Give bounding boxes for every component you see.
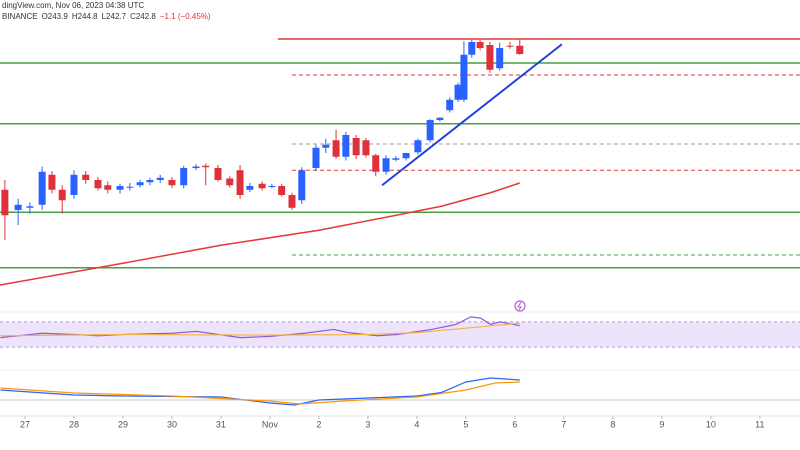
exchange: BINANCE <box>2 12 38 21</box>
candle-body <box>496 48 504 69</box>
x-tick-label: 6 <box>512 419 517 429</box>
x-tick-label: 10 <box>706 419 716 429</box>
candle-body <box>94 180 102 189</box>
alert-icon <box>514 300 526 312</box>
candle-body <box>382 158 390 172</box>
candle-body <box>460 54 468 100</box>
x-tick-label: Nov <box>262 419 279 429</box>
overlay-line <box>381 43 563 187</box>
indicator-line <box>0 381 520 405</box>
candle-body <box>70 174 78 195</box>
candle-body <box>332 140 340 157</box>
candle-body <box>268 186 276 187</box>
candle-body <box>436 117 444 120</box>
candle-body <box>168 180 176 186</box>
open: O243.9 <box>41 12 68 21</box>
x-tick-label: 29 <box>118 419 128 429</box>
close: C242.8 <box>130 12 156 21</box>
overlay-line <box>0 182 521 286</box>
candle-body <box>192 166 200 168</box>
candle-body <box>104 185 112 190</box>
candle-body <box>180 168 188 186</box>
indicator-line <box>0 322 520 337</box>
candle-body <box>14 204 22 210</box>
candle-body <box>116 186 124 190</box>
high: H244.8 <box>71 12 98 21</box>
x-tick-label: 30 <box>167 419 177 429</box>
indicator-line <box>0 316 520 339</box>
candle-body <box>352 138 360 156</box>
indicator-line <box>0 377 520 406</box>
x-tick-label: 2 <box>316 419 321 429</box>
candle-body <box>258 183 266 189</box>
candle-body <box>312 147 320 168</box>
x-tick-label: 31 <box>216 419 226 429</box>
candle-body <box>506 45 514 47</box>
candle-body <box>26 206 34 208</box>
candle-body <box>322 144 330 148</box>
candle-body <box>362 140 370 156</box>
x-tick-label: 11 <box>755 419 764 429</box>
x-tick-label: 3 <box>365 419 370 429</box>
candle-body <box>82 174 90 180</box>
candle-body <box>146 180 154 183</box>
candle-body <box>298 170 306 201</box>
x-tick-label: 9 <box>659 419 664 429</box>
change: −1.1 (−0.45%) <box>159 12 211 21</box>
ohlc: BINANCE O243.9 H244.8 L242.7 C242.8 −1.1 (−0.… <box>2 11 215 22</box>
candle-body <box>58 189 66 201</box>
candle-body <box>278 186 286 195</box>
candle-body <box>486 45 494 70</box>
candle-body <box>392 158 400 160</box>
candle-body <box>214 168 222 180</box>
candle-body <box>136 182 144 186</box>
x-tick-label: 27 <box>20 419 30 429</box>
candle-body <box>342 135 350 157</box>
candle-body <box>414 140 422 153</box>
candle-body <box>246 186 254 190</box>
source: dingView.com, Nov 06, 2023 04:38 UTC <box>2 1 145 10</box>
candle-body <box>476 42 484 48</box>
candle-body <box>156 177 164 180</box>
candle-body <box>236 170 244 195</box>
candle-body <box>126 186 134 188</box>
x-tick-label: 4 <box>414 419 419 429</box>
candle-body <box>226 178 234 186</box>
x-tick-label: 7 <box>561 419 566 429</box>
header: dingView.com, Nov 06, 2023 04:38 UTC BIN… <box>0 0 217 22</box>
x-tick-label: 5 <box>463 419 468 429</box>
candle-body <box>468 42 476 55</box>
candle-body <box>48 174 56 190</box>
candle-body <box>454 84 462 100</box>
candle-body <box>202 165 210 168</box>
candle-body <box>426 120 434 141</box>
x-tick-label: 8 <box>610 419 615 429</box>
candle-body <box>38 171 46 205</box>
candle-body <box>402 153 410 159</box>
candle-body <box>446 99 454 111</box>
candle-body <box>372 155 380 172</box>
candle-body <box>288 195 296 208</box>
candle-body <box>516 45 524 54</box>
candle-body <box>1 189 9 216</box>
low: L242.7 <box>101 12 127 21</box>
x-tick-label: 28 <box>69 419 79 429</box>
